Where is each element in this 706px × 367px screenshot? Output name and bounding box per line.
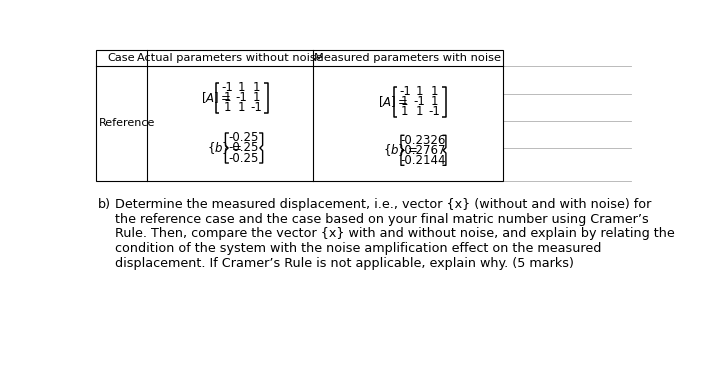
Text: -0.25: -0.25: [229, 142, 259, 155]
Text: -1: -1: [399, 85, 411, 98]
Text: Determine the measured displacement, i.e., vector {x} (without and with noise) f: Determine the measured displacement, i.e…: [115, 198, 652, 211]
Text: Actual parameters without noise: Actual parameters without noise: [137, 53, 323, 63]
Text: 1: 1: [416, 105, 424, 118]
Text: 1: 1: [253, 91, 261, 105]
Text: 1: 1: [238, 101, 246, 115]
Text: -0.25: -0.25: [229, 131, 259, 145]
Text: 1: 1: [416, 85, 424, 98]
Text: $\{b\} =$: $\{b\} =$: [207, 140, 242, 156]
Text: the reference case and the case based on your final matric number using Cramer’s: the reference case and the case based on…: [115, 212, 649, 226]
Text: 1: 1: [253, 81, 261, 94]
Text: 1: 1: [431, 85, 438, 98]
Text: -1: -1: [414, 95, 426, 108]
Text: displacement. If Cramer’s Rule is not applicable, explain why. (5 marks): displacement. If Cramer’s Rule is not ap…: [115, 257, 574, 269]
Text: $[A] =$: $[A] =$: [378, 94, 409, 109]
Text: -0.2144: -0.2144: [401, 154, 446, 167]
Text: Rule. Then, compare the vector {x} with and without noise, and explain by relati: Rule. Then, compare the vector {x} with …: [115, 227, 675, 240]
Text: -0.2326: -0.2326: [401, 134, 446, 147]
Text: $[A] =$: $[A] =$: [201, 91, 231, 105]
Text: -0.25: -0.25: [229, 152, 259, 164]
Text: $\{b\} =$: $\{b\} =$: [383, 142, 419, 158]
Text: -1: -1: [236, 91, 248, 105]
Bar: [96, 50, 503, 181]
Text: 1: 1: [431, 95, 438, 108]
Text: 1: 1: [223, 91, 231, 105]
Text: 1: 1: [401, 95, 409, 108]
Text: 1: 1: [401, 105, 409, 118]
Text: b): b): [97, 198, 111, 211]
Text: 1: 1: [238, 81, 246, 94]
Text: Measured parameters with noise: Measured parameters with noise: [314, 53, 501, 63]
Text: -1: -1: [251, 101, 263, 115]
Text: -1: -1: [429, 105, 441, 118]
Text: Reference: Reference: [99, 118, 155, 128]
Text: -1: -1: [221, 81, 233, 94]
Text: -0.2767: -0.2767: [401, 144, 446, 157]
Text: condition of the system with the noise amplification effect on the measured: condition of the system with the noise a…: [115, 242, 602, 255]
Text: 1: 1: [223, 101, 231, 115]
Text: Case: Case: [108, 53, 136, 63]
